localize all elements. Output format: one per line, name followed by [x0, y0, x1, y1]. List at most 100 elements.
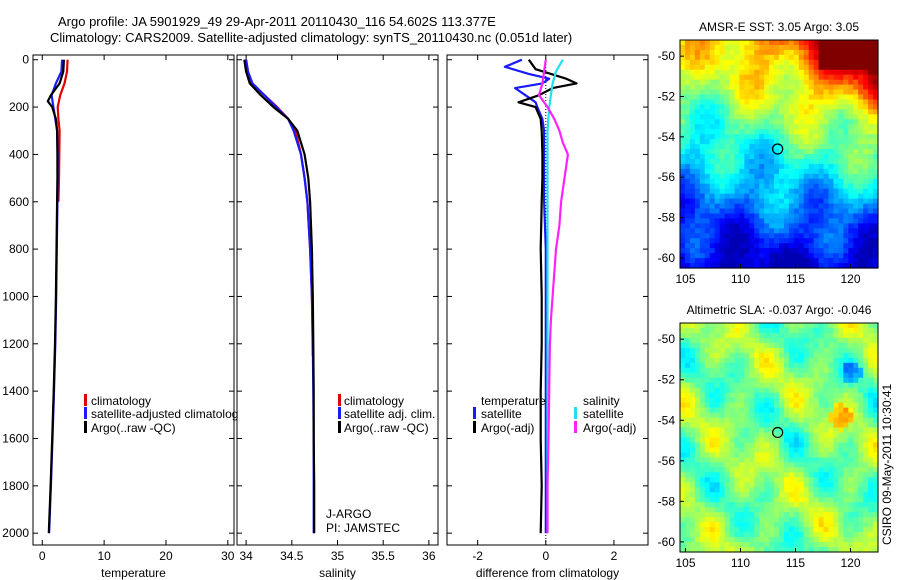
heatmap-cell [868, 517, 874, 523]
heatmap-cell [808, 542, 815, 548]
heatmap-cell [858, 502, 864, 508]
heatmap-cell [724, 477, 731, 483]
heatmap-cell [843, 89, 849, 96]
y-tick-label: 200 [9, 100, 29, 114]
heatmap-cell [823, 253, 830, 259]
heatmap-cell [868, 487, 874, 493]
heatmap-cell [828, 397, 835, 404]
heatmap-cell [749, 517, 755, 523]
heatmap-cell [769, 124, 775, 130]
heatmap-cell [714, 59, 721, 66]
heatmap-cell [689, 437, 696, 444]
heatmap-cell [714, 332, 721, 339]
heatmap-cell [788, 522, 795, 528]
heatmap-cell [680, 427, 686, 434]
heatmap-cell [680, 213, 686, 220]
heatmap-cell [828, 139, 835, 145]
heatmap-cell [749, 507, 755, 513]
heatmap-cell [823, 183, 830, 190]
heatmap-cell [803, 168, 810, 175]
heatmap-cell [783, 542, 790, 548]
heatmap-cell [774, 124, 780, 130]
heatmap-cell [818, 407, 825, 414]
heatmap-cell [739, 49, 745, 56]
heatmap-cell [828, 233, 835, 239]
heatmap-cell [739, 258, 745, 264]
heatmap-cell [680, 497, 686, 503]
heatmap-cell [813, 357, 820, 364]
heatmap-cell [828, 74, 835, 81]
heatmap-cell [714, 114, 721, 120]
heatmap-cell [863, 502, 869, 508]
heatmap-cell [689, 432, 696, 439]
heatmap-cell [709, 109, 716, 115]
heatmap-cell [680, 527, 686, 533]
heatmap-cell [739, 89, 745, 96]
heatmap-cell [754, 482, 760, 488]
heatmap-cell [843, 427, 849, 434]
heatmap-cell [788, 124, 795, 130]
heatmap-cell [719, 49, 726, 56]
heatmap-cell [709, 487, 716, 493]
heatmap-cell [853, 472, 859, 478]
heatmap-cell [808, 387, 815, 394]
heatmap-cell [853, 203, 859, 210]
heatmap-cell [863, 327, 869, 334]
heatmap-cell [803, 397, 810, 404]
heatmap-cell [699, 452, 706, 459]
heatmap-cell [689, 139, 696, 145]
heatmap-cell [774, 263, 780, 269]
heatmap-cell [714, 253, 721, 259]
heatmap-cell [828, 173, 835, 180]
heatmap-cell [858, 178, 864, 185]
heatmap-cell [798, 134, 805, 140]
heatmap-cell [754, 347, 760, 354]
heatmap-cell [729, 40, 736, 46]
heatmap-cell [734, 527, 740, 533]
heatmap-cell [774, 139, 780, 145]
heatmap-cell [858, 258, 864, 264]
heatmap-cell [873, 54, 879, 61]
heatmap-cell [729, 332, 736, 339]
heatmap-cell [704, 467, 711, 473]
heatmap-cell [838, 94, 844, 101]
heatmap-cell [709, 158, 716, 165]
heatmap-cell [719, 387, 726, 394]
heatmap-cell [843, 134, 849, 140]
heatmap-cell [838, 542, 844, 548]
heatmap-cell [858, 158, 864, 165]
heatmap-cell [729, 327, 736, 334]
heatmap-cell [838, 198, 844, 205]
heatmap-cell [749, 99, 755, 106]
heatmap-cell [689, 467, 696, 473]
heatmap-cell [843, 173, 849, 180]
heatmap-cell [739, 64, 745, 71]
heatmap-cell [828, 367, 835, 374]
heatmap-cell [749, 173, 755, 180]
heatmap-cell [853, 357, 859, 364]
heatmap-cell [793, 223, 800, 229]
heatmap-cell [813, 218, 820, 224]
heatmap-cell [813, 497, 820, 503]
heatmap-cell [833, 243, 839, 249]
heatmap-cell [788, 492, 795, 498]
heatmap-cell [818, 347, 825, 354]
heatmap-cell [694, 407, 701, 414]
heatmap-cell [838, 109, 844, 115]
heatmap-cell [798, 367, 805, 374]
heatmap-cell [684, 367, 691, 374]
legend-label-argo: Argo(..raw -QC) [344, 421, 429, 435]
heatmap-cell [684, 253, 691, 259]
heatmap-cell [873, 352, 879, 359]
heatmap-cell [684, 527, 691, 533]
heatmap-cell [868, 437, 874, 444]
heatmap-cell [749, 492, 755, 498]
heatmap-cell [764, 462, 770, 468]
heatmap-cell [729, 402, 736, 409]
heatmap-cell [684, 323, 691, 329]
heatmap-cell [724, 149, 731, 155]
heatmap-cell [798, 40, 805, 46]
heatmap-cell [813, 323, 820, 329]
heatmap-cell [739, 457, 745, 463]
heatmap-cell [680, 342, 686, 349]
